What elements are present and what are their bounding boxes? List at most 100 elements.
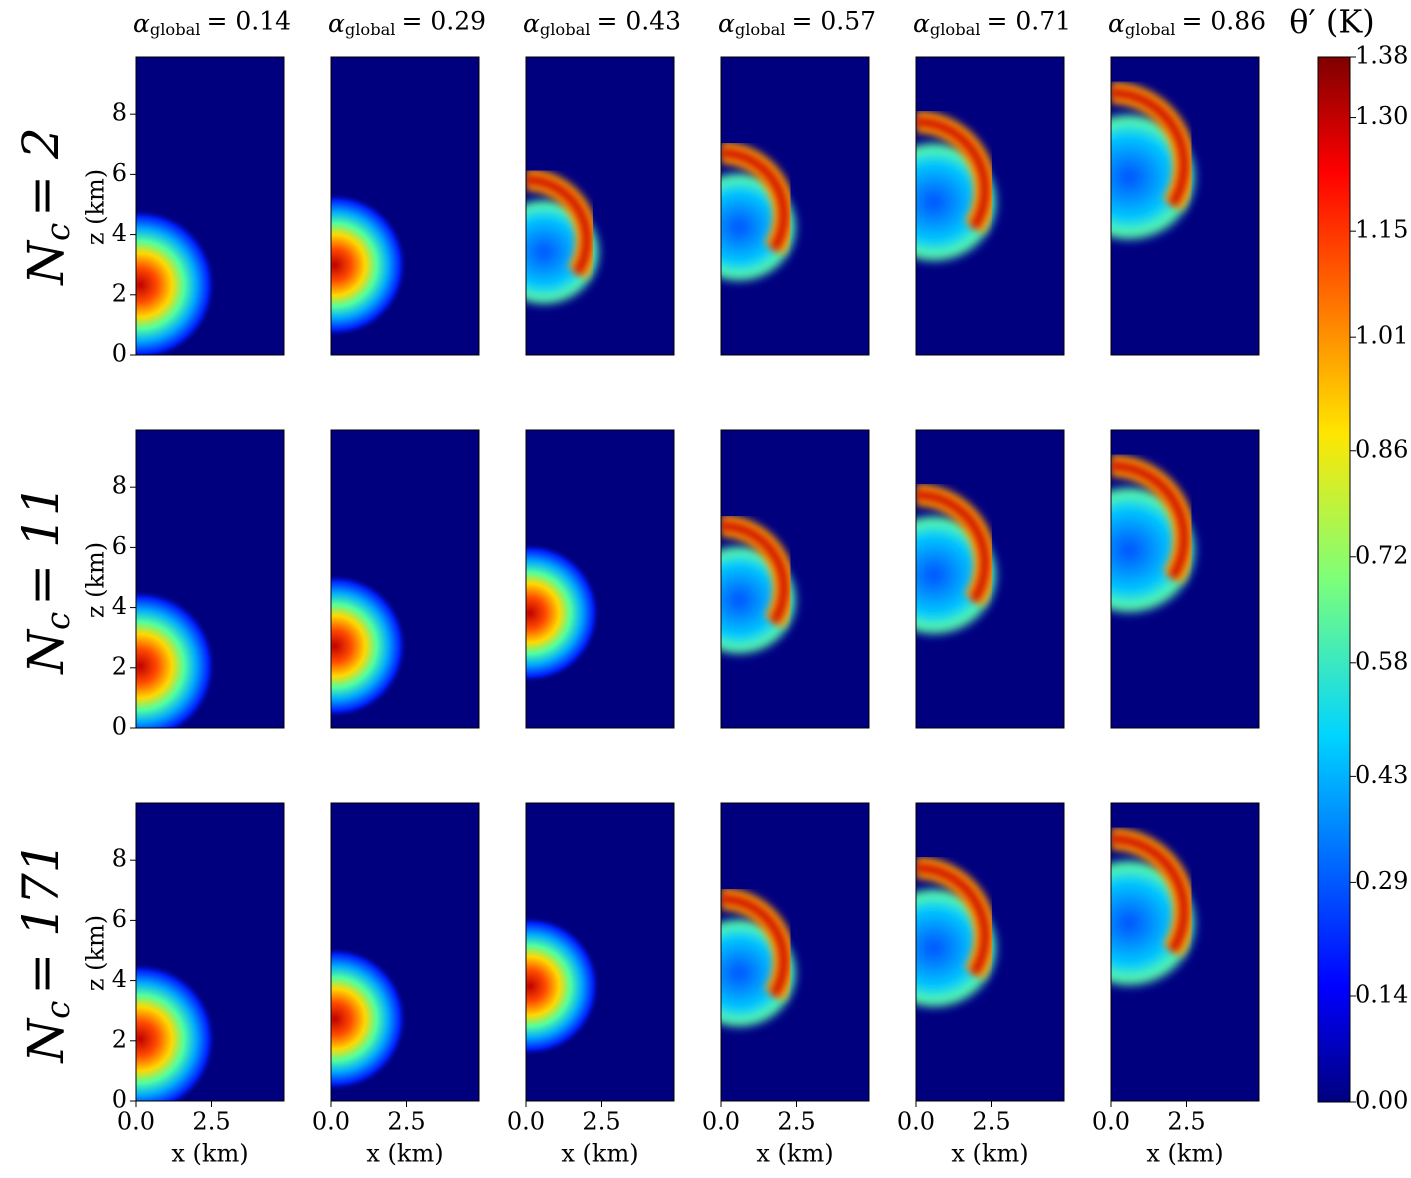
panel-frame <box>915 429 1065 729</box>
y-axis-label: z (km) <box>82 542 110 618</box>
label-symbol: α <box>328 9 345 38</box>
x-tick-label: 0.0 <box>117 1108 155 1136</box>
label: Nc = 2 <box>12 127 77 286</box>
heatmap-panel <box>331 57 479 355</box>
plume-ring-core <box>526 175 591 276</box>
plume <box>136 590 216 728</box>
label-text: = 0.86 <box>1182 6 1267 35</box>
panel-frame <box>720 802 870 1102</box>
y-tick-label: 4 <box>112 592 127 620</box>
label-text: = 11 <box>12 484 70 605</box>
colorbar-tick-label: 1.01 <box>1355 322 1408 350</box>
colorbar-tick-label: 1.15 <box>1355 216 1408 244</box>
label: αglobal = 0.14 <box>133 6 291 39</box>
x-axis-label: x (km) <box>171 1140 248 1168</box>
heatmap-panel <box>331 803 479 1101</box>
heatmap-panel <box>526 57 674 355</box>
panel-frame <box>330 56 480 356</box>
y-tick-label: 8 <box>112 472 127 500</box>
label: Nc = 11 <box>12 484 77 674</box>
panel-frame <box>330 429 480 729</box>
label-subscript: global <box>1125 19 1176 38</box>
y-tick-label: 0 <box>112 340 127 368</box>
label-subscript: global <box>930 19 981 38</box>
panel-frame <box>915 56 1065 356</box>
heatmap-panel <box>1111 803 1259 1101</box>
y-tick-label: 8 <box>112 99 127 127</box>
plume-ring-core <box>1111 834 1189 953</box>
label-subscript: global <box>345 19 396 38</box>
y-tick-label: 4 <box>112 965 127 993</box>
y-tick-label: 4 <box>112 219 127 247</box>
label: Nc = 171 <box>12 841 77 1063</box>
heatmap-panel <box>136 430 284 728</box>
label-text: = 0.14 <box>207 6 292 35</box>
heatmap-panel <box>721 430 869 728</box>
x-axis-label: x (km) <box>561 1140 638 1168</box>
colorbar-tick-label: 0.00 <box>1355 1087 1408 1115</box>
plume <box>526 916 600 1056</box>
panel-frame <box>135 802 285 1102</box>
x-tick-label: 2.5 <box>582 1108 620 1136</box>
plume-ring-core <box>916 117 990 230</box>
panel-frame <box>915 802 1065 1102</box>
panel-frame <box>1110 56 1260 356</box>
colorbar <box>1317 56 1351 1103</box>
x-tick-label: 2.5 <box>972 1108 1010 1136</box>
heatmap-panel <box>721 803 869 1101</box>
label-subscript: global <box>150 19 201 38</box>
label: αglobal = 0.29 <box>328 6 486 39</box>
colorbar-tick-label: 0.86 <box>1355 435 1408 463</box>
plume-ring-core <box>1111 88 1189 207</box>
label-symbol: N <box>17 1017 75 1064</box>
plume-ring-core <box>721 894 788 998</box>
plume-ring-core <box>721 148 788 252</box>
label-subscript: c <box>38 612 76 630</box>
heatmap-panel <box>1111 430 1259 728</box>
label: αglobal = 0.43 <box>523 6 681 39</box>
heatmap-panel <box>526 803 674 1101</box>
plume <box>136 209 216 355</box>
panel-frame <box>525 56 675 356</box>
y-axis-label: z (km) <box>82 915 110 991</box>
x-axis-label: x (km) <box>1146 1140 1223 1168</box>
x-axis-label: x (km) <box>366 1140 443 1168</box>
y-tick-label: 6 <box>112 905 127 933</box>
panel-frame <box>525 429 675 729</box>
label-subscript: c <box>38 1001 76 1019</box>
x-tick-label: 2.5 <box>1167 1108 1205 1136</box>
plume <box>526 543 600 683</box>
colorbar-tick-label: 0.58 <box>1355 647 1408 675</box>
label: αglobal = 0.71 <box>913 6 1071 39</box>
heatmap-panel <box>136 803 284 1101</box>
plume-ring-core <box>1111 461 1189 580</box>
x-tick-label: 0.0 <box>702 1108 740 1136</box>
colorbar-tick-label: 0.72 <box>1355 541 1408 569</box>
label-symbol: α <box>718 9 735 38</box>
colorbar-tick-label: 1.30 <box>1355 102 1408 130</box>
label: αglobal = 0.57 <box>718 6 876 39</box>
panel-frame <box>525 802 675 1102</box>
y-tick-label: 8 <box>112 845 127 873</box>
panel-frame <box>720 56 870 356</box>
panel-frame <box>135 56 285 356</box>
label-symbol: α <box>1108 9 1125 38</box>
y-axis-label: z (km) <box>82 169 110 245</box>
plume <box>331 947 407 1091</box>
heatmap-panel <box>1111 57 1259 355</box>
x-axis-label: x (km) <box>951 1140 1028 1168</box>
heatmap-panel <box>136 57 284 355</box>
label-symbol: α <box>523 9 540 38</box>
label-subscript: global <box>540 19 591 38</box>
colorbar-tick-label: 0.43 <box>1355 761 1408 789</box>
panel-frame <box>1110 429 1260 729</box>
label: αglobal = 0.86 <box>1108 6 1266 39</box>
label-symbol: α <box>133 9 150 38</box>
panel-frame <box>330 802 480 1102</box>
heatmap-panel <box>331 430 479 728</box>
x-tick-label: 0.0 <box>1092 1108 1130 1136</box>
plume <box>331 574 407 718</box>
colorbar-tick-label: 0.29 <box>1355 867 1408 895</box>
y-tick-label: 6 <box>112 159 127 187</box>
